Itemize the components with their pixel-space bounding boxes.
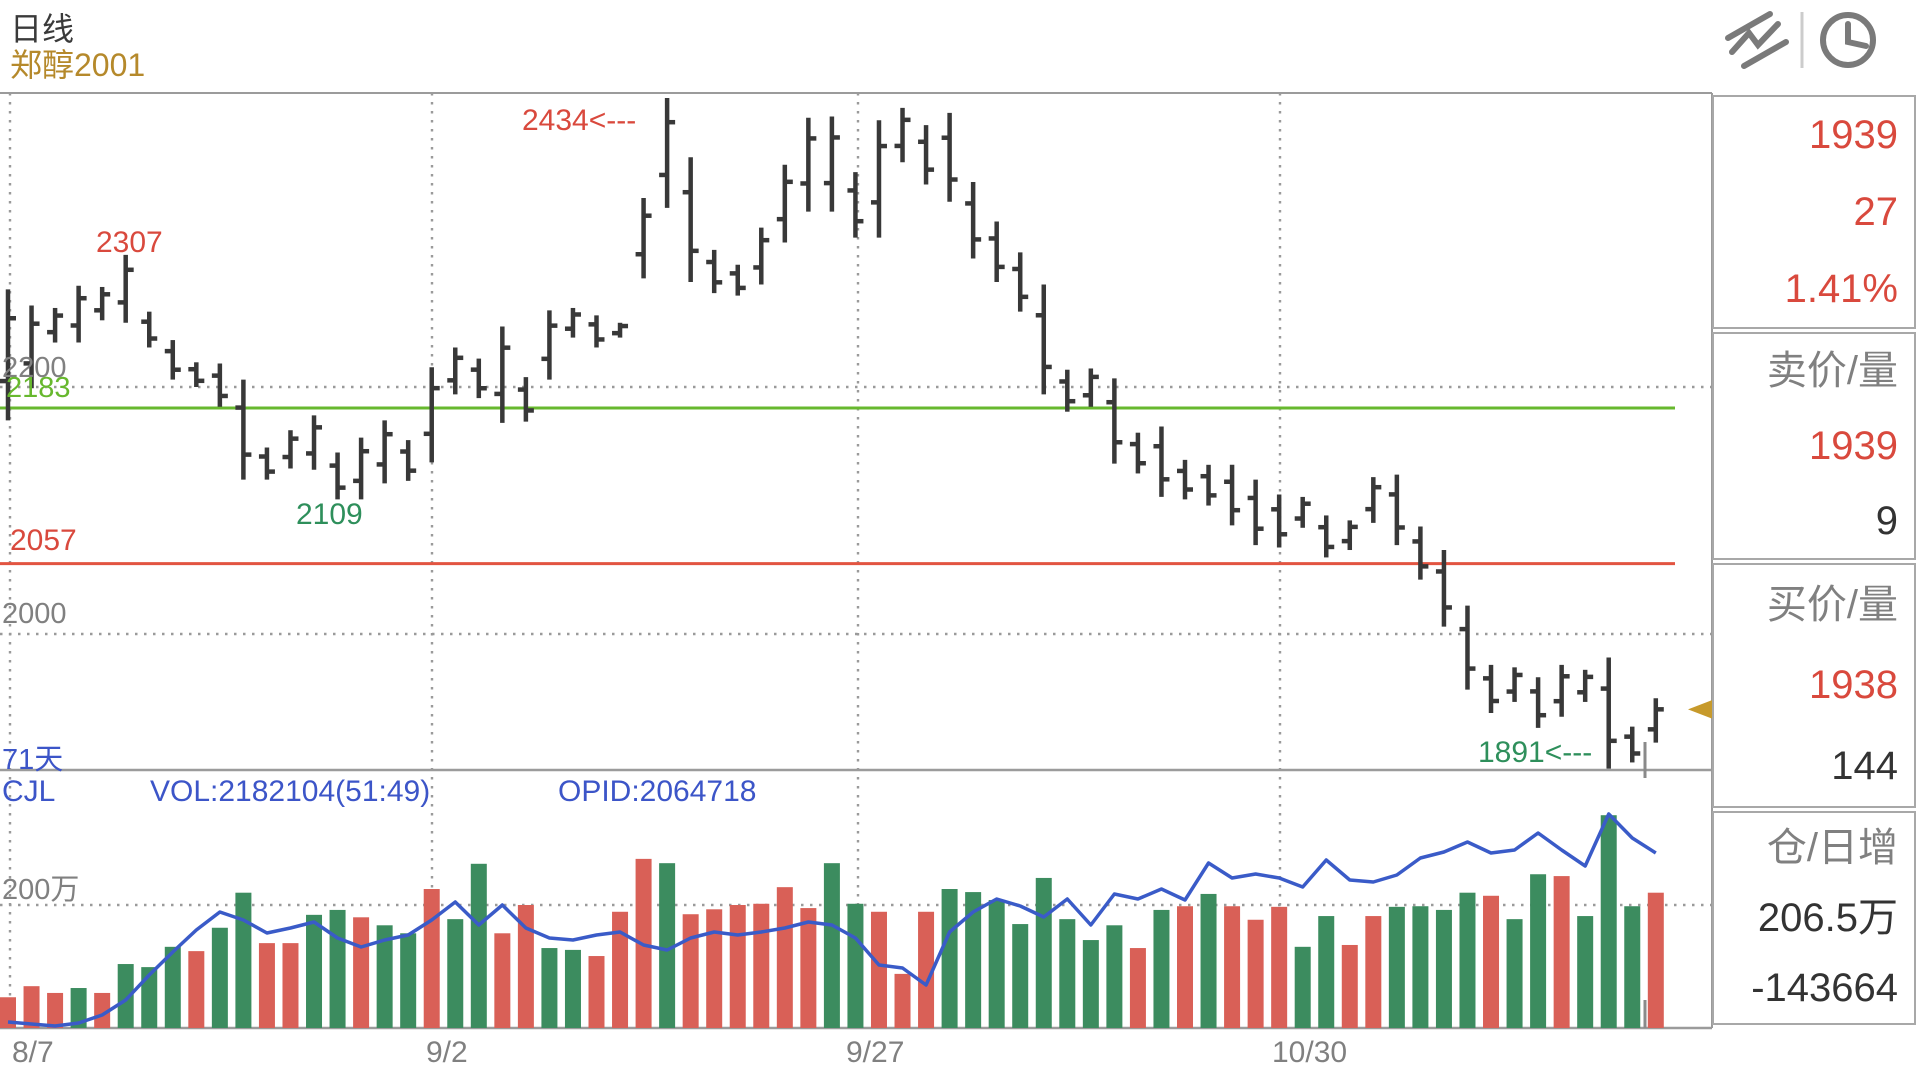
clock-icon[interactable] [1820, 12, 1876, 68]
oi-label: 仓/日增 [1766, 826, 1898, 870]
bid-price[interactable]: 1938 [1809, 663, 1898, 708]
volume-readout: VOL:2182104(51:49) [150, 775, 431, 808]
bid-volume: 144 [1831, 743, 1898, 788]
ask-box: 卖价/量 1939 9 [1712, 332, 1916, 560]
bid-label: 买价/量 [1766, 583, 1898, 628]
ask-label: 卖价/量 [1766, 349, 1898, 394]
lower-level-label: 2057 [10, 524, 77, 557]
ask-price[interactable]: 1939 [1809, 423, 1898, 468]
days-count-label: 71天 [2, 744, 64, 776]
upper-level-label: 2183 [6, 372, 71, 404]
grid-label-2000: 2000 [2, 598, 67, 630]
volume-grid-label: 200万 [2, 874, 80, 906]
last-trade-box: 1939 27 1.41% [1712, 95, 1916, 329]
x-tick-sep2: 9/2 [426, 1036, 468, 1069]
last-price: 1939 [1809, 113, 1898, 158]
bid-box: 买价/量 1938 144 [1712, 563, 1916, 808]
contract-name[interactable]: 郑醇2001 [10, 47, 146, 83]
price-change-pct: 1.41% [1784, 266, 1898, 311]
chart-toolbar [1725, 11, 1876, 69]
period-label[interactable]: 日线 [10, 11, 75, 47]
trendline-tool-icon[interactable] [1725, 11, 1789, 69]
oi-change: -143664 [1751, 966, 1898, 1010]
opid-readout: OPID:2064718 [558, 775, 757, 808]
grid-label-2200: 2200 [2, 352, 67, 384]
highest-price-annotation: 2434<--- [522, 104, 637, 137]
price-change: 27 [1853, 189, 1899, 234]
indicator-name[interactable]: CJL [2, 775, 56, 808]
x-tick-oct30: 10/30 [1272, 1036, 1348, 1069]
dip-price-annotation: 2109 [296, 498, 363, 531]
peak-price-annotation: 2307 [96, 226, 163, 259]
lowest-price-annotation: 1891<--- [1478, 736, 1593, 769]
ask-volume: 9 [1875, 498, 1898, 543]
oi-value: 206.5万 [1757, 896, 1898, 940]
x-tick-sep27: 9/27 [846, 1036, 905, 1069]
x-tick-aug7: 8/7 [12, 1036, 54, 1069]
open-interest-box: 仓/日增 206.5万 -143664 [1712, 811, 1916, 1025]
